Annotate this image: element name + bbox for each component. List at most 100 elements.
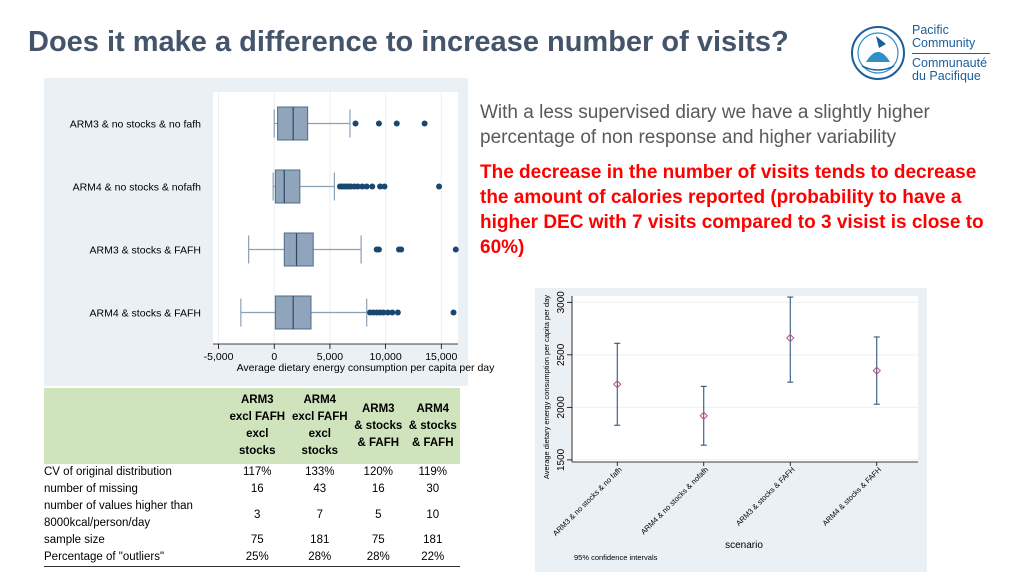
table-cell: 7 (316, 508, 323, 521)
table-header-text: & stocks (408, 419, 457, 432)
table-row: CV of original distribution 117% 133% 120% 1… (44, 464, 460, 481)
explanation-text: With a less supervised diary we have a s… (480, 102, 930, 148)
page-title: Does it make a difference to increase nu… (28, 26, 789, 58)
table-cell: 75 (371, 534, 385, 546)
table-cell: 181 (423, 534, 443, 546)
boxplot-outlier-point (380, 309, 387, 316)
boxplot-x-tick-label: 0 (271, 351, 277, 363)
table-cell: 22% (405, 549, 460, 567)
table-row-label-text: number of missing (44, 483, 138, 495)
table-row: sample size 75 181 75 181 (44, 532, 460, 549)
table-header-text: & FAFH (411, 436, 454, 449)
boxplot-box (283, 232, 314, 267)
boxplot-x-tick-label: 5,000 (317, 351, 343, 363)
table-row-label-text: CV of original distribution (44, 466, 172, 478)
table-header-cell: ARM4 excl FAFH excl stocks (288, 388, 352, 464)
table-row-label: number of missing (44, 481, 226, 498)
errorbar-x-tick-label: ARM4 & stocks & FAFH (821, 465, 884, 528)
boxplot-group-label: ARM3 & stocks & FAFH (90, 245, 201, 257)
table-header-text: excl FAFH (229, 411, 286, 423)
table-header-text: excl (308, 428, 331, 440)
boxplot-outlier-point (452, 246, 459, 253)
errorbar-x-tick-label: ARM3 & stocks & FAFH (734, 465, 797, 528)
boxplot-outlier-point (377, 183, 384, 190)
boxplot-x-tick-label: 15,000 (425, 351, 457, 363)
boxplot-group-label: ARM4 & no stocks & nofafh (73, 182, 202, 194)
table-cell: 16 (371, 483, 385, 495)
errorbar-x-tick-label: ARM4 & no stocks & nofafh (639, 465, 710, 536)
table-cell: 117% (242, 466, 272, 478)
table-cell: 28% (288, 549, 352, 567)
errorbar-plot-area (572, 296, 918, 462)
table-row: number of missing 16 43 16 30 (44, 481, 460, 498)
table-row-label: CV of original distribution (44, 464, 226, 481)
table-cell: 25% (226, 549, 289, 567)
table-row: number of values higher than 8000kcal/per… (44, 498, 460, 532)
table-cell: 16 (250, 483, 264, 495)
errorbar-mean-marker (613, 380, 622, 389)
table-cell: 181 (310, 534, 330, 546)
table-header-text: & stocks (354, 419, 403, 432)
errorbar-y-tick-label: 2000 (556, 396, 567, 419)
boxplot-outlier-point (394, 309, 401, 316)
table-header-text: ARM3 (240, 394, 274, 406)
boxplot-group-label: ARM3 & no stocks & no fafh (70, 119, 201, 131)
boxplot-outlier-point (389, 309, 396, 316)
boxplot-x-tick-label: -5,000 (204, 351, 234, 363)
boxplot-group-label: ARM4 & stocks & FAFH (90, 308, 201, 320)
table-row-label-text: number of values higher than (44, 500, 193, 512)
logo-line-4: du Pacifique (912, 69, 981, 83)
errorbar-note: 95% confidence intervals (574, 553, 658, 562)
table-header-cell: ARM3 excl FAFH excl stocks (226, 388, 289, 464)
errorbar-y-axis-label: Average dietary energy consumption per c… (542, 295, 551, 479)
boxplot-outlier-point (363, 183, 370, 190)
boxplot-plot-area (213, 92, 458, 344)
table-header-text: ARM3 (361, 402, 395, 415)
table-header-text: ARM4 (303, 394, 337, 406)
table-cell: 75 (250, 534, 264, 546)
table-header-text: stocks (301, 445, 338, 457)
table-row-label-text: 8000kcal/person/day (44, 517, 151, 529)
boxplot-outlier-point (354, 183, 361, 190)
table-row-label: sample size (44, 532, 226, 549)
table-row: Percentage of "outliers" 25% 28% 28% 22% (44, 549, 460, 567)
boxplot-outlier-point (375, 246, 382, 253)
logo-line-1: Pacific (912, 23, 949, 37)
table-cell: 119% (418, 466, 448, 478)
errorbar-mean-marker (699, 411, 708, 421)
table-header-text: ARM4 (416, 402, 450, 415)
table-header-cell: ARM4 & stocks & FAFH (405, 388, 460, 464)
boxplot-outlier-point (450, 309, 457, 316)
errorbar-y-tick-label: 2500 (556, 343, 567, 366)
boxplot-outlier-point (384, 309, 391, 316)
pacific-community-emblem-icon (851, 26, 905, 80)
boxplot-outlier-point (393, 120, 400, 127)
table-header-blank (44, 388, 226, 464)
table-row-label-text: Percentage of "outliers" (44, 551, 165, 563)
boxplot-outlier-point (359, 183, 366, 190)
table-cell: 10 (426, 508, 440, 521)
table-row-label: number of values higher than 8000kcal/per… (44, 498, 226, 532)
errorbar-mean-marker (786, 333, 795, 343)
boxplot-outlier-point (352, 120, 359, 127)
logo-line-2: Community (912, 36, 976, 50)
table-cell: 5 (375, 508, 382, 521)
table-row-label: Percentage of "outliers" (44, 549, 226, 567)
table-header-text: excl FAFH (291, 411, 348, 423)
errorbar-y-tick-label: 3000 (556, 291, 567, 314)
table-cell: 133% (305, 466, 335, 478)
table-cell: 28% (351, 549, 406, 567)
boxplot-x-tick-label: 10,000 (370, 351, 402, 363)
errorbar-x-axis-label: scenario (725, 540, 763, 551)
boxplot-outlier-point (398, 246, 405, 253)
boxplot-outlier-point (436, 183, 443, 190)
errorbar-x-tick-label: ARM3 & no stocks & no fafh (551, 465, 624, 538)
logo-line-3: Communauté (912, 56, 988, 70)
table-header-text: & FAFH (357, 436, 400, 449)
boxplot-outlier-point (375, 120, 382, 127)
table-row-label-text: sample size (44, 534, 105, 546)
table-header-cell: ARM3 & stocks & FAFH (351, 388, 406, 464)
table-cell: 120% (363, 466, 393, 478)
